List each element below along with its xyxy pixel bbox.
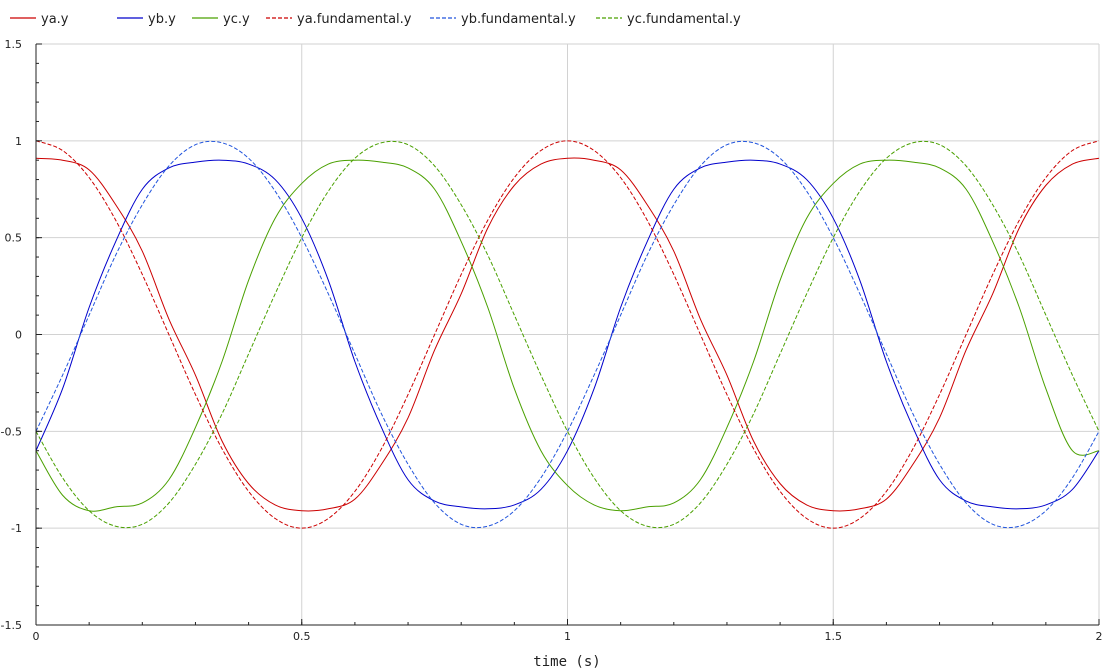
x-tick-label: 2 <box>1096 630 1103 643</box>
legend-label-yc-fundamental-y: yc.fundamental.y <box>627 12 741 27</box>
legend-label-yb-fundamental-y: yb.fundamental.y <box>461 12 576 27</box>
axes: 0 0.5 1 1.5 2 -1.5 -1 -0.5 0 0.5 1 1.5 <box>1 38 1103 643</box>
legend-label-yb-y: yb.y <box>148 12 176 27</box>
x-tick-label: 0.5 <box>293 630 311 643</box>
legend: ya.y yb.y yc.y ya.fundamental.y yb.fundament… <box>10 12 741 27</box>
legend-label-ya-fundamental-y: ya.fundamental.y <box>297 12 412 27</box>
y-tick-label: 1.5 <box>5 38 23 51</box>
x-tick-label: 1.5 <box>825 630 843 643</box>
y-tick-label: -1.5 <box>1 619 22 632</box>
series-line-yb-y <box>35 159 1100 510</box>
x-tick-label: 1 <box>564 630 571 643</box>
x-axis-title: time (s) <box>533 654 600 670</box>
x-tick-label: 0 <box>33 630 40 643</box>
legend-label-yc-y: yc.y <box>223 12 250 27</box>
legend-label-ya-y: ya.y <box>41 12 69 27</box>
series-line-yc-fundamental-y <box>35 140 1100 529</box>
series-layer <box>35 140 1100 529</box>
series-line-ya-fundamental-y <box>35 140 1100 529</box>
y-tick-label: 0 <box>15 329 22 342</box>
series-line-yc-y <box>35 159 1100 512</box>
y-tick-label: -0.5 <box>1 425 22 438</box>
series-line-yb-fundamental-y <box>35 140 1100 529</box>
y-tick-label: 1 <box>15 135 22 148</box>
y-tick-label: -1 <box>11 522 22 535</box>
y-tick-label: 0.5 <box>5 232 23 245</box>
